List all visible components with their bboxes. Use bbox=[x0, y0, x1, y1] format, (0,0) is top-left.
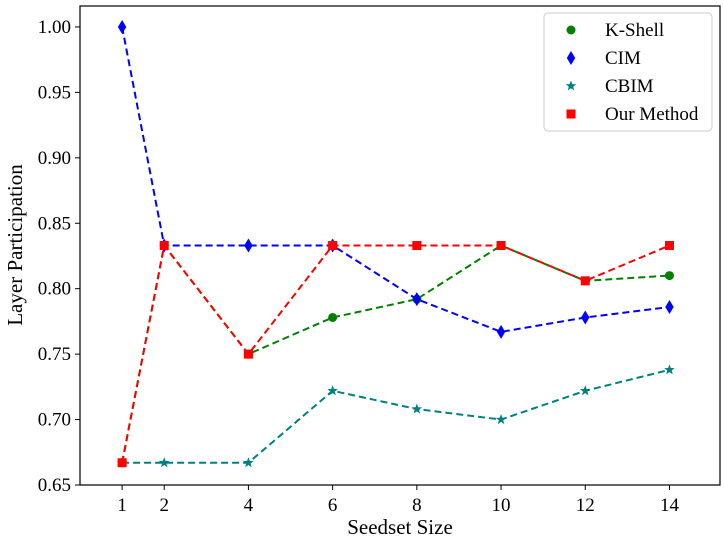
legend-marker-k-shell bbox=[566, 25, 576, 35]
y-tick-label: 0.95 bbox=[38, 82, 71, 103]
legend-marker-our-method bbox=[566, 109, 576, 119]
series-line-cbim bbox=[122, 368, 670, 464]
series-line-our-method bbox=[121, 243, 670, 463]
data-point-our-method bbox=[496, 241, 506, 250]
data-point-k-shell bbox=[328, 312, 338, 322]
data-point-cbim bbox=[580, 385, 591, 396]
x-tick-label: 1 bbox=[117, 495, 127, 516]
legend-label-cim: CIM bbox=[605, 48, 641, 69]
legend-item-k-shell: K-Shell bbox=[566, 20, 664, 41]
x-tick-label: 2 bbox=[159, 495, 169, 516]
data-point-our-method bbox=[328, 241, 338, 250]
x-tick-label: 10 bbox=[492, 495, 511, 516]
plot-area-frame bbox=[79, 5, 721, 486]
x-tick-label: 4 bbox=[244, 495, 254, 516]
data-point-our-method bbox=[159, 241, 169, 250]
series-k-shell bbox=[117, 241, 674, 468]
data-point-cim bbox=[581, 310, 590, 325]
data-point-cim bbox=[496, 324, 506, 339]
legend-label-cbim: CBIM bbox=[605, 76, 654, 97]
data-point-our-method bbox=[243, 349, 253, 359]
legend-label-our-method: Our Method bbox=[605, 104, 699, 125]
legend-item-cim: CIM bbox=[566, 48, 641, 69]
y-tick-label: 0.75 bbox=[38, 344, 71, 365]
data-point-k-shell bbox=[664, 271, 674, 281]
y-tick-label: 1.00 bbox=[38, 17, 71, 38]
data-point-cim bbox=[412, 292, 422, 307]
data-point-cbim bbox=[158, 457, 170, 468]
y-axis-title: Layer Participation bbox=[3, 164, 27, 326]
legend: K-Shell CIM CBIM Our Method bbox=[543, 12, 713, 132]
series-cbim bbox=[116, 364, 675, 468]
data-point-our-method bbox=[117, 458, 127, 468]
y-axis: 0.65 0.70 0.75 0.80 0.85 0.90 0.95 1.00 bbox=[38, 17, 80, 496]
x-tick-label: 14 bbox=[660, 495, 680, 516]
data-point-cim bbox=[117, 19, 127, 34]
x-tick-label: 6 bbox=[328, 495, 338, 516]
y-tick-label: 0.90 bbox=[38, 148, 71, 169]
y-tick-label: 0.70 bbox=[38, 410, 71, 431]
legend-box bbox=[543, 12, 713, 132]
x-axis-title: Seedset Size bbox=[347, 515, 453, 539]
data-point-cbim bbox=[243, 457, 254, 468]
data-point-our-method bbox=[412, 241, 422, 250]
data-point-cbim bbox=[327, 385, 338, 396]
legend-marker-cbim bbox=[565, 80, 577, 91]
y-tick-label: 0.80 bbox=[38, 279, 71, 300]
x-tick-label: 12 bbox=[576, 495, 595, 516]
x-tick-label: 8 bbox=[412, 495, 422, 516]
y-tick-label: 0.85 bbox=[38, 213, 71, 234]
legend-marker-cim bbox=[566, 51, 576, 65]
series-line-cim bbox=[121, 26, 670, 333]
y-tick-label: 0.65 bbox=[38, 475, 71, 496]
legend-item-our-method: Our Method bbox=[566, 104, 699, 125]
data-point-cim bbox=[244, 238, 253, 253]
data-point-cbim bbox=[495, 414, 507, 425]
series-layer bbox=[116, 19, 675, 468]
data-point-cim bbox=[665, 300, 674, 315]
legend-item-cbim: CBIM bbox=[565, 76, 654, 97]
data-point-our-method bbox=[664, 241, 674, 250]
data-point-cbim bbox=[664, 364, 675, 375]
x-axis: 1 2 4 6 8 10 12 14 bbox=[117, 485, 679, 516]
legend-label-k-shell: K-Shell bbox=[605, 20, 664, 41]
data-point-cbim bbox=[411, 403, 423, 414]
data-point-our-method bbox=[580, 276, 590, 286]
series-our-method bbox=[117, 241, 674, 468]
